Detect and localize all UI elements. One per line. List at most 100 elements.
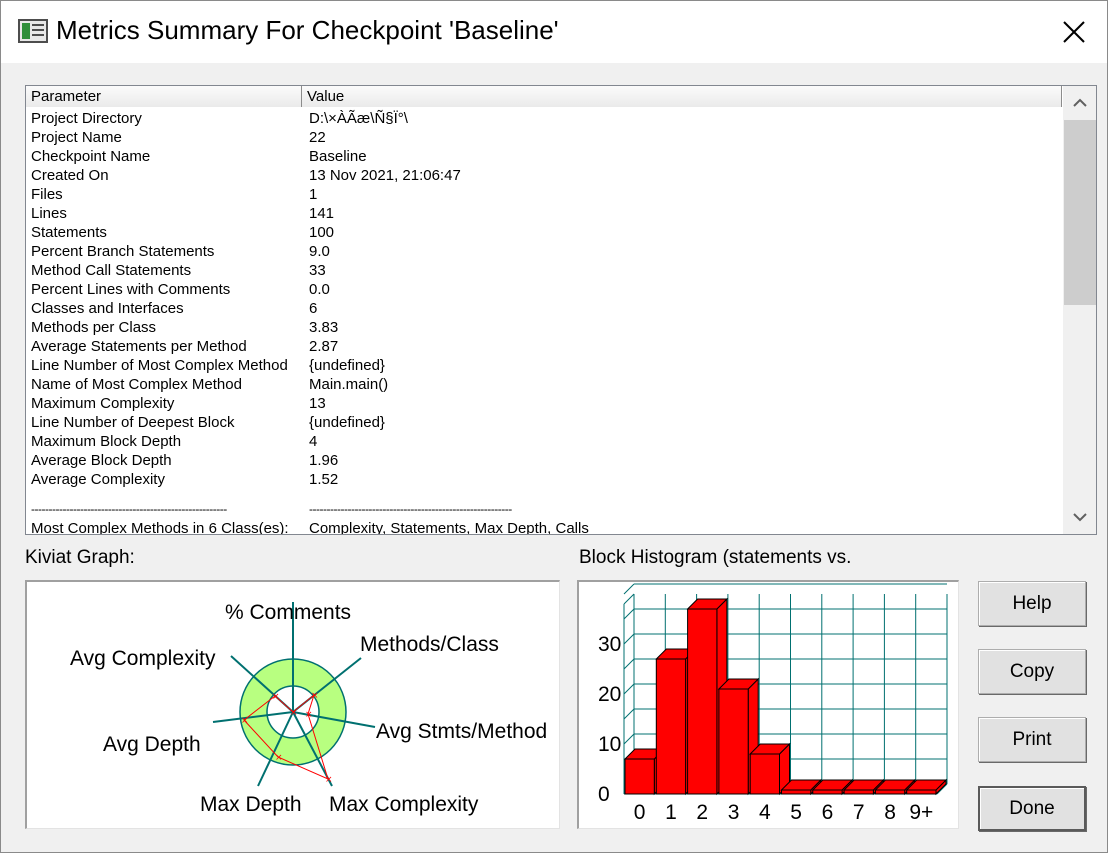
value-cell: 2.87 bbox=[309, 338, 339, 355]
kiviat-point: × bbox=[275, 753, 283, 763]
table-row[interactable]: Lines 141 bbox=[26, 204, 1062, 223]
table-row[interactable]: Maximum Complexity 13 bbox=[26, 394, 1062, 413]
histogram-x-tick-label: 9+ bbox=[909, 801, 933, 824]
table-row[interactable]: Statements 100 bbox=[26, 223, 1062, 242]
parameter-cell: Maximum Complexity bbox=[31, 395, 175, 412]
parameter-cell: Maximum Block Depth bbox=[31, 433, 182, 450]
table-row[interactable]: Percent Branch Statements 9.0 bbox=[26, 242, 1062, 261]
parameter-cell: Files bbox=[31, 186, 63, 203]
column-header-parameter[interactable]: Parameter bbox=[26, 86, 302, 107]
kiviat-spoke bbox=[212, 711, 294, 723]
parameter-cell: Checkpoint Name bbox=[31, 148, 151, 165]
histogram-x-tick-label: 4 bbox=[759, 801, 771, 824]
parameter-cell: Average Block Depth bbox=[31, 452, 172, 469]
histogram-bar bbox=[874, 789, 906, 795]
value-cell: Baseline bbox=[309, 148, 367, 165]
table-row[interactable]: Created On 13 Nov 2021, 21:06:47 bbox=[26, 166, 1062, 185]
table-row[interactable]: Project Directory D:\×ÀÃæ\Ñ§Ï°\ bbox=[26, 109, 1062, 128]
table-body: Project Directory D:\×ÀÃæ\Ñ§Ï°\ Project Na… bbox=[26, 109, 1062, 535]
value-cell: Main.main() bbox=[309, 376, 389, 393]
scroll-down-button[interactable] bbox=[1063, 500, 1096, 534]
table-row[interactable]: Line Number of Deepest Block {undefined} bbox=[26, 413, 1062, 432]
table-row[interactable]: Average Complexity 1.52 bbox=[26, 470, 1062, 489]
histogram-gridline bbox=[623, 633, 635, 645]
kiviat-axis-label-avg-depth: Avg Depth bbox=[103, 733, 201, 756]
parameter-cell: ----------------------------------------… bbox=[31, 502, 227, 516]
value-cell: 100 bbox=[309, 224, 335, 241]
value-cell: {undefined} bbox=[309, 357, 385, 374]
table-row[interactable]: Name of Most Complex Method Main.main() bbox=[26, 375, 1062, 394]
table-row[interactable]: Most Complex Methods in 6 Class(es): Comp… bbox=[26, 519, 1062, 535]
print-button[interactable]: Print bbox=[978, 717, 1086, 762]
parameter-cell: Created On bbox=[31, 167, 109, 184]
parameter-cell: Line Number of Most Complex Method bbox=[31, 357, 288, 374]
table-row[interactable]: Checkpoint Name Baseline bbox=[26, 147, 1062, 166]
metrics-table[interactable]: Parameter Value Project Directory D:\×ÀÃæ… bbox=[25, 85, 1097, 535]
vertical-scrollbar[interactable] bbox=[1063, 86, 1096, 534]
histogram-gridline bbox=[623, 733, 635, 745]
value-cell: 33 bbox=[309, 262, 326, 279]
histogram-y-tick-label: 20 bbox=[598, 683, 621, 706]
close-button[interactable] bbox=[1043, 7, 1105, 57]
kiviat-point: × bbox=[325, 775, 333, 785]
scroll-up-button[interactable] bbox=[1063, 86, 1096, 120]
histogram-gridline bbox=[623, 658, 635, 670]
table-separator-row[interactable]: ----------------------------------------… bbox=[26, 500, 1062, 519]
kiviat-spokes bbox=[212, 602, 376, 787]
table-row[interactable]: Line Number of Most Complex Method {undef… bbox=[26, 356, 1062, 375]
kiviat-axis-label-max-depth: Max Depth bbox=[200, 793, 302, 816]
table-row[interactable]: Classes and Interfaces 6 bbox=[26, 299, 1062, 318]
value-cell: 1.52 bbox=[309, 471, 339, 488]
scroll-thumb[interactable] bbox=[1064, 120, 1096, 305]
table-row[interactable]: Percent Lines with Comments 0.0 bbox=[26, 280, 1062, 299]
table-row[interactable]: Methods per Class 3.83 bbox=[26, 318, 1062, 337]
block-histogram-label: Block Histogram (statements vs. bbox=[579, 547, 852, 568]
histogram-x-tick-label: 8 bbox=[884, 801, 896, 824]
parameter-cell: Lines bbox=[31, 205, 67, 222]
value-cell: 9.0 bbox=[309, 243, 330, 260]
help-button[interactable]: Help bbox=[978, 581, 1086, 626]
parameter-cell: Line Number of Deepest Block bbox=[31, 414, 235, 431]
chevron-up-icon bbox=[1073, 98, 1087, 107]
kiviat-axis-label-methods-class: Methods/Class bbox=[360, 633, 499, 656]
kiviat-graph: × × × × × × × % Comments Methods/Class Avg Stm… bbox=[25, 580, 560, 829]
kiviat-spoke bbox=[257, 711, 294, 787]
done-button[interactable]: Done bbox=[978, 786, 1086, 831]
histogram-y-tick-label: 30 bbox=[598, 633, 621, 656]
block-histogram: 0 10 20 30 0 1 2 3 4 5 6 7 8 9+ bbox=[577, 580, 959, 829]
kiviat-axis-label-avg-stmts-method: Avg Stmts/Method bbox=[376, 720, 547, 743]
kiviat-axis-label-avg-complexity: Avg Complexity bbox=[70, 647, 216, 670]
value-cell: Complexity, Statements, Max Depth, Calls bbox=[309, 520, 589, 535]
parameter-cell: Percent Branch Statements bbox=[31, 243, 215, 260]
value-cell: 3.83 bbox=[309, 319, 339, 336]
table-row[interactable]: Average Block Depth 1.96 bbox=[26, 451, 1062, 470]
histogram-x-tick-label: 0 bbox=[634, 801, 646, 824]
kiviat-point: × bbox=[311, 691, 319, 701]
parameter-cell: Project Name bbox=[31, 129, 122, 146]
histogram-bar bbox=[687, 608, 718, 795]
value-cell: 141 bbox=[309, 205, 335, 222]
histogram-bar bbox=[655, 658, 687, 795]
table-row[interactable]: Maximum Block Depth 4 bbox=[26, 432, 1062, 451]
parameter-cell: Most Complex Methods in 6 Class(es): bbox=[31, 520, 289, 535]
kiviat-graph-label: Kiviat Graph: bbox=[25, 547, 135, 568]
histogram-gridline bbox=[623, 583, 635, 595]
kiviat-axis-label-comments: % Comments bbox=[225, 601, 351, 624]
value-cell: {undefined} bbox=[309, 414, 385, 431]
table-row[interactable]: Average Statements per Method 2.87 bbox=[26, 337, 1062, 356]
column-header-value[interactable]: Value bbox=[302, 86, 1062, 107]
title-bar: Metrics Summary For Checkpoint 'Baseline… bbox=[1, 1, 1107, 63]
histogram-x-tick-label: 2 bbox=[696, 801, 708, 824]
table-row[interactable]: Method Call Statements 33 bbox=[26, 261, 1062, 280]
parameter-cell: Statements bbox=[31, 224, 107, 241]
histogram-y-tick-label: 10 bbox=[598, 733, 621, 756]
table-row[interactable]: Project Name 22 bbox=[26, 128, 1062, 147]
kiviat-spoke bbox=[292, 711, 333, 787]
copy-button[interactable]: Copy bbox=[978, 649, 1086, 694]
chevron-down-icon bbox=[1073, 513, 1087, 522]
histogram-gridline bbox=[623, 593, 635, 605]
value-cell: 22 bbox=[309, 129, 326, 146]
histogram-x-tick-label: 7 bbox=[853, 801, 865, 824]
table-row[interactable]: Files 1 bbox=[26, 185, 1062, 204]
